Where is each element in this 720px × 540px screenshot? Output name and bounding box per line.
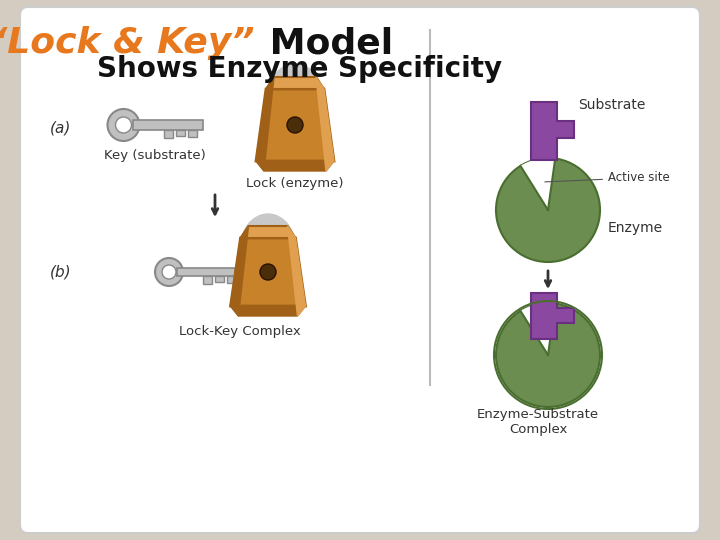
Polygon shape [316, 77, 334, 171]
Circle shape [107, 109, 140, 141]
Circle shape [287, 117, 303, 133]
Polygon shape [287, 226, 305, 316]
Polygon shape [230, 306, 305, 316]
Polygon shape [230, 238, 305, 306]
Text: Shows Enzyme Specificity: Shows Enzyme Specificity [97, 55, 503, 83]
Text: Substrate: Substrate [578, 98, 645, 112]
Text: Enzyme-Substrate
Complex: Enzyme-Substrate Complex [477, 408, 599, 436]
Circle shape [496, 158, 600, 262]
Polygon shape [256, 77, 274, 171]
Polygon shape [240, 226, 295, 238]
Text: Model: Model [257, 26, 393, 60]
Bar [176, 130, 185, 136]
Bar [242, 243, 253, 267]
Bar [189, 130, 197, 137]
Circle shape [115, 117, 132, 133]
Text: Lock-Key Complex: Lock-Key Complex [179, 326, 301, 339]
Bar [215, 276, 225, 282]
Polygon shape [230, 226, 248, 316]
Text: Active site: Active site [545, 171, 670, 184]
Bar [203, 276, 212, 284]
Text: (a): (a) [50, 120, 71, 136]
Bar [311, 95, 322, 120]
Circle shape [162, 265, 176, 279]
Bar [177, 268, 235, 276]
Circle shape [155, 258, 183, 286]
Polygon shape [266, 77, 324, 89]
Circle shape [496, 303, 600, 407]
Text: “Lock & Key”: “Lock & Key” [0, 26, 255, 60]
Bar [268, 95, 279, 120]
Text: Enzyme: Enzyme [608, 221, 663, 235]
FancyBboxPatch shape [20, 7, 700, 533]
Bar [164, 130, 174, 138]
Polygon shape [256, 89, 334, 161]
Bar [228, 276, 236, 284]
Polygon shape [531, 102, 574, 160]
Bar [283, 243, 294, 267]
Polygon shape [531, 293, 574, 340]
Wedge shape [521, 303, 555, 355]
Wedge shape [521, 158, 555, 210]
Text: (b): (b) [50, 265, 71, 280]
Polygon shape [256, 161, 334, 171]
Circle shape [260, 264, 276, 280]
Text: Lock (enzyme): Lock (enzyme) [246, 177, 343, 190]
Bar [133, 120, 202, 130]
Text: Key (substrate): Key (substrate) [104, 148, 206, 161]
